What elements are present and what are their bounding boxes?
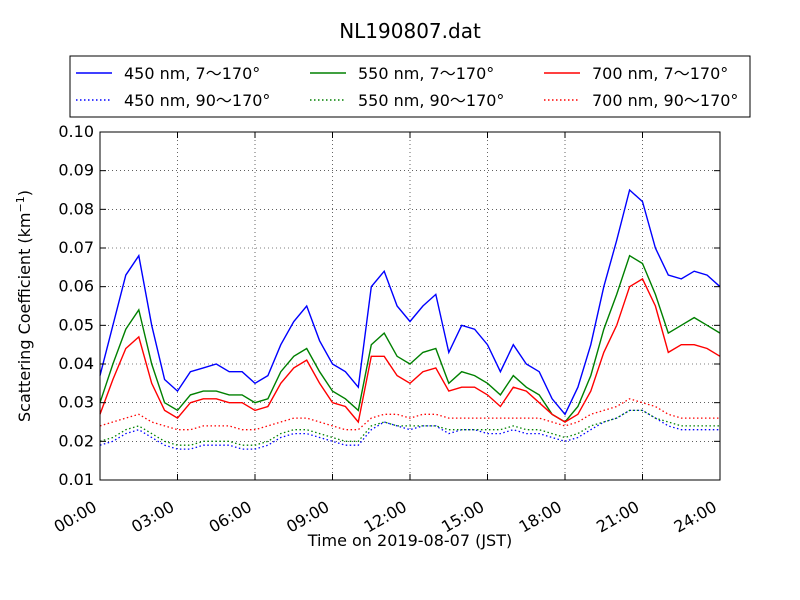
y-tick-label: 0.06 xyxy=(58,277,94,296)
y-tick-label: 0.09 xyxy=(58,161,94,180)
series-line-4 xyxy=(99,409,720,446)
series-lines xyxy=(99,188,721,450)
y-tick-label: 0.04 xyxy=(58,354,94,373)
y-axis-label-close: ) xyxy=(15,190,34,196)
y-axis-label-sup: −1 xyxy=(14,196,27,212)
series-line-3 xyxy=(99,254,721,423)
y-tick-label: 0.05 xyxy=(58,315,94,334)
y-tick-label: 0.02 xyxy=(58,431,94,450)
y-axis-label-main: Scattering Coefficient (km xyxy=(15,212,34,422)
legend-label: 450 nm, 7～170° xyxy=(124,64,260,83)
x-tick-label: 00:00 xyxy=(51,497,100,537)
x-tick-label: 18:00 xyxy=(516,497,565,537)
series-line-2 xyxy=(99,409,720,450)
x-tick-label: 03:00 xyxy=(128,497,177,537)
axis-ticks: 00:00 03:00 06:00 09:00 12:00 15:00 18:00 21:00… xyxy=(51,122,721,537)
y-tick-label: 0.10 xyxy=(58,122,94,141)
y-tick-label: 0.03 xyxy=(58,393,94,412)
y-tick-label: 0.08 xyxy=(58,199,94,218)
legend-label: 550 nm, 90～170° xyxy=(358,91,504,110)
x-tick-label: 21:00 xyxy=(593,497,642,537)
x-axis-label: Time on 2019-08-07 (JST) xyxy=(307,531,512,550)
y-tick-label: 0.07 xyxy=(58,238,94,257)
chart-title: NL190807.dat xyxy=(339,19,481,43)
series-line-6 xyxy=(99,398,720,431)
y-axis-label: Scattering Coefficient (km−1) xyxy=(14,190,34,422)
legend-label: 550 nm, 7～170° xyxy=(358,64,494,83)
legend-label: 450 nm, 90～170° xyxy=(124,91,270,110)
grid xyxy=(100,132,720,480)
legend-label: 700 nm, 7～170° xyxy=(592,64,728,83)
legend-label: 700 nm, 90～170° xyxy=(592,91,738,110)
x-tick-label: 24:00 xyxy=(671,497,720,537)
y-tick-label: 0.01 xyxy=(58,470,94,489)
series-line-5 xyxy=(99,277,721,424)
legend: 450 nm, 7～170° 450 nm, 90～170° 550 nm, 7～1… xyxy=(69,55,751,118)
legend-box xyxy=(69,55,751,118)
series-line-1 xyxy=(99,188,721,416)
x-tick-label: 06:00 xyxy=(206,497,255,537)
